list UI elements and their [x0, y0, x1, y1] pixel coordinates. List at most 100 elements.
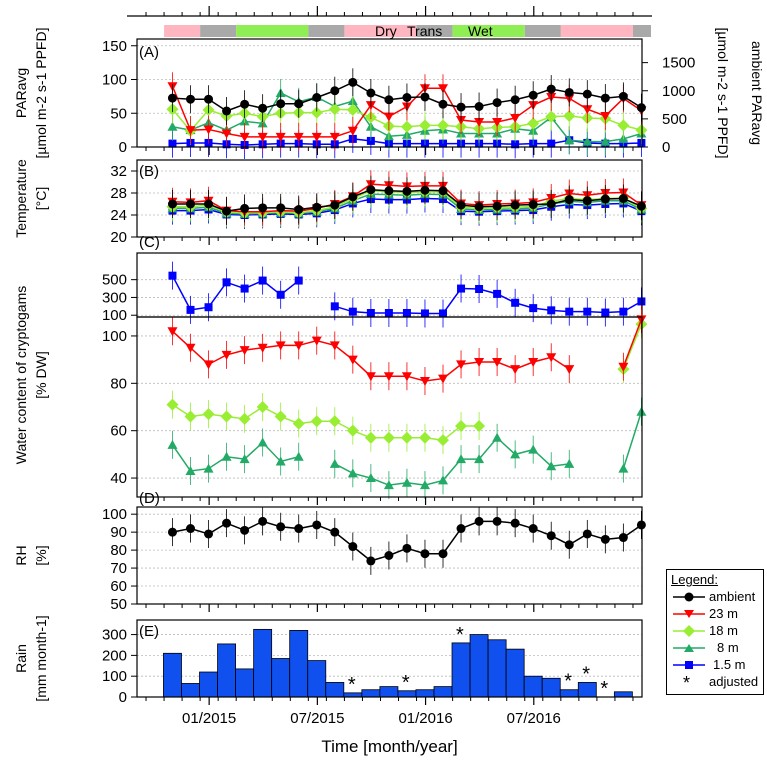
triangle-up-icon — [673, 644, 705, 652]
circle-marker — [492, 98, 502, 108]
season-segment-dry — [164, 25, 201, 37]
rain-bar — [271, 658, 291, 698]
circle-marker — [456, 524, 466, 534]
triangle-down-marker — [347, 126, 358, 136]
triangle-down-marker — [419, 376, 430, 386]
triangle-up-marker — [474, 454, 485, 464]
ambient-marker-icon — [673, 592, 705, 602]
adjusted-asterisk: * — [600, 678, 608, 700]
circle-marker — [186, 94, 196, 104]
circle-marker — [510, 200, 520, 210]
circle-marker — [366, 88, 376, 98]
diamond-marker — [202, 408, 215, 421]
diamond-marker — [328, 103, 341, 116]
diamond-marker — [473, 419, 486, 432]
panel-c-upper-15m-series — [168, 261, 646, 328]
panel-c-label: (C) — [139, 234, 160, 251]
square-marker — [222, 278, 231, 287]
legend-title: Legend: — [671, 572, 718, 587]
triangle-down-marker — [257, 343, 268, 353]
panel-e-ylabel-unit: [mm month-1] — [33, 615, 49, 701]
panel-a-label: (A) — [139, 44, 159, 61]
y-tick-label: 24 — [110, 207, 127, 224]
square-marker — [457, 284, 466, 293]
circle-marker — [420, 549, 430, 559]
adjusted-asterisk: * — [582, 663, 590, 685]
circle-marker — [384, 186, 394, 196]
circle-marker — [330, 200, 340, 210]
legend-label-ambient: ambient — [709, 589, 756, 604]
square-marker — [637, 297, 646, 306]
y-tick-label: 70 — [110, 560, 127, 577]
triangle-down-marker — [293, 132, 304, 142]
triangle-down-marker — [329, 341, 340, 351]
rain-bar — [253, 628, 273, 698]
rain-bar — [523, 675, 543, 698]
circle-marker — [294, 524, 304, 534]
y-tick-label: 50 — [110, 105, 127, 122]
circle-marker — [438, 549, 448, 559]
diamond-marker — [292, 417, 305, 430]
circle-marker — [492, 201, 502, 211]
diamond-marker — [346, 424, 359, 437]
square-marker — [366, 309, 375, 317]
circle-marker — [240, 525, 250, 535]
triangle-down-marker — [474, 118, 485, 128]
legend-entry-18m: 18 m — [671, 623, 763, 639]
triangle-down-marker — [438, 84, 449, 94]
y-tick-label: 60 — [110, 423, 127, 440]
circle-marker — [564, 87, 574, 97]
triangle-down-marker — [167, 327, 178, 337]
panel-c-ylabel: Water content of cryptogams — [13, 286, 29, 464]
diamond-marker — [220, 410, 233, 423]
circle-marker — [618, 533, 628, 543]
circle-marker — [276, 522, 286, 532]
triangle-down-marker — [492, 358, 503, 367]
panel-b-frame — [136, 159, 643, 238]
circle-marker — [474, 202, 484, 212]
square-marker — [204, 303, 213, 312]
circle-marker — [546, 84, 556, 94]
circle-marker — [258, 103, 268, 113]
panel-c-lower-8m-series — [167, 397, 647, 500]
circle-marker — [636, 520, 646, 530]
triangle-up-marker — [492, 432, 503, 442]
diamond-marker — [635, 124, 648, 137]
rain-bar — [415, 689, 435, 698]
square-marker — [511, 140, 520, 149]
circle-marker — [564, 195, 574, 205]
right-y-tick-label: 0 — [662, 139, 670, 156]
diamond-marker — [437, 119, 450, 132]
y-tick-label: 32 — [110, 163, 127, 180]
circle-marker — [510, 95, 520, 105]
triangle-up-marker — [618, 463, 629, 473]
diamond-marker — [238, 412, 251, 425]
diamond-marker — [310, 415, 323, 428]
rain-bar — [163, 652, 182, 698]
right-y-tick-label: 500 — [662, 111, 687, 128]
circle-marker — [167, 199, 177, 209]
season-label-trans: Trans — [407, 23, 442, 39]
diamond-marker — [274, 410, 287, 423]
x-tick-label: 07/2015 — [290, 710, 344, 727]
panel-d-ambient-series — [167, 507, 646, 575]
diamond-marker — [310, 106, 323, 119]
circle-marker — [276, 99, 286, 109]
legend-label-1-5m: 1.5 m — [713, 657, 746, 672]
rain-bar — [325, 682, 345, 698]
circle-marker — [510, 518, 520, 528]
circle-marker — [348, 192, 358, 202]
triangle-down-marker — [221, 350, 232, 360]
triangle-up-marker — [383, 480, 394, 490]
circle-marker — [636, 103, 646, 113]
circle-marker — [618, 194, 628, 203]
y-tick-label: 200 — [102, 647, 127, 664]
season-segment-dry — [344, 25, 417, 37]
triangle-up-marker — [203, 463, 214, 473]
square-marker — [547, 139, 556, 148]
triangle-up-marker — [347, 468, 358, 478]
circle-marker — [240, 203, 250, 213]
diamond-marker — [400, 431, 413, 444]
circle-marker — [438, 186, 448, 196]
square-marker — [547, 306, 556, 315]
